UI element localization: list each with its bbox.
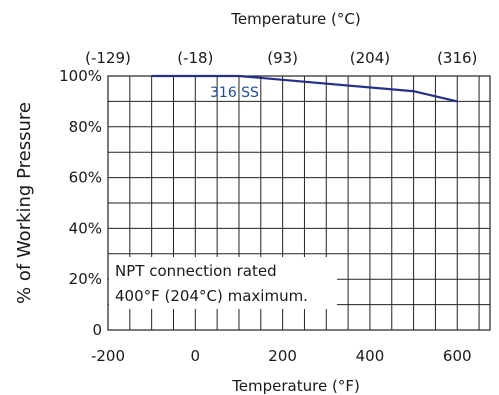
x-tick-label: 200 [268,347,297,365]
y-axis-title: % of Working Pressure [14,102,35,304]
x-tick-label: 400 [356,347,385,365]
plot-frame [107,75,491,331]
y-tick-label: 80% [69,118,102,136]
y-axis-ticks: 0 20% 40% 60% 80% 100% [59,67,102,339]
series-layer [151,74,458,103]
x-axis-ticks: -200 0 200 400 600 [91,347,472,365]
annotation-line-1: NPT connection rated [115,262,277,280]
x2-axis-title: Temperature (°C) [230,10,360,28]
annotation-line-2: 400°F (204°C) maximum. [115,287,308,305]
y-tick-label: 0 [92,321,102,339]
x-tick-label: -200 [91,347,125,365]
x-tick-label: 600 [443,347,472,365]
series-label: 316 SS [210,85,259,101]
y-tick-label: 40% [69,219,102,237]
y-tick-label: 20% [69,270,102,288]
series-line [151,74,458,103]
x2-tick-label: (316) [437,49,477,67]
y-tick-label: 100% [59,67,102,85]
y-tick-label: 60% [69,169,102,187]
annotation-box: NPT connection rated 400°F (204°C) maxim… [109,257,337,309]
x2-tick-label: (-129) [85,49,131,67]
x2-axis-ticks: (-129) (-18) (93) (204) (316) [85,49,477,67]
x2-tick-label: (-18) [177,49,213,67]
x2-tick-label: (204) [350,49,390,67]
x2-tick-label: (93) [267,49,298,67]
annotation-background [109,257,337,309]
x-axis-title: Temperature (°F) [231,377,360,395]
x-tick-label: 0 [191,347,201,365]
